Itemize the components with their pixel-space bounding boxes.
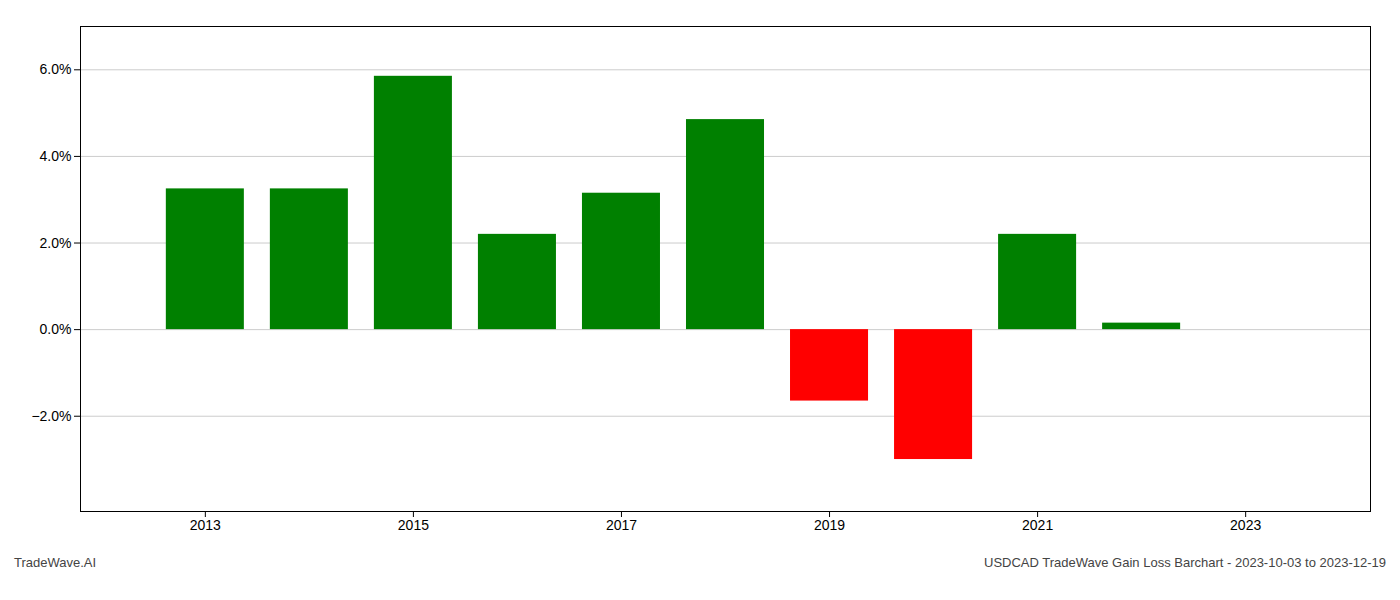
html-text:USDCAD TradeWave Gain Loss Bar: USDCAD TradeWave Gain Loss Barchart - 20…	[984, 555, 1386, 570]
svg-text:2017: 2017	[606, 517, 637, 533]
svg-text:2019: 2019	[814, 517, 845, 533]
svg-text:6.0%: 6.0%	[40, 61, 72, 77]
svg-text:2.0%: 2.0%	[40, 234, 72, 250]
html-text:TradeWave.AI: TradeWave.AI	[14, 555, 97, 570]
svg-text:0.0%: 0.0%	[40, 321, 72, 337]
svg-text:2021: 2021	[1022, 517, 1053, 533]
svg-text:−2.0%: −2.0%	[31, 408, 71, 424]
svg-text:2013: 2013	[190, 517, 221, 533]
svg-text:2023: 2023	[1230, 517, 1261, 533]
svg-text:2015: 2015	[398, 517, 429, 533]
svg-text:4.0%: 4.0%	[40, 148, 72, 164]
